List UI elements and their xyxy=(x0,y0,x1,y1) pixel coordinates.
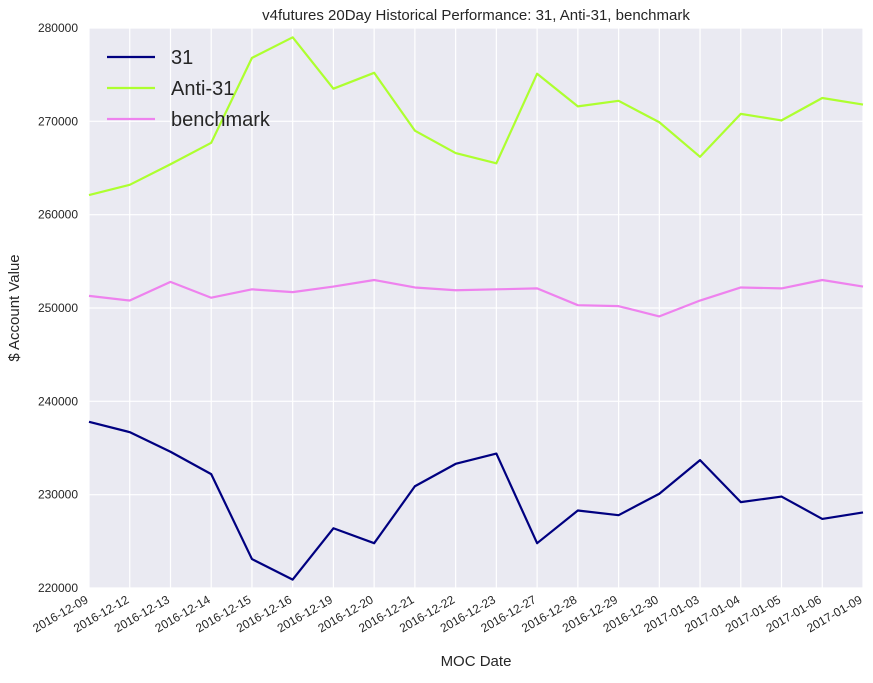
legend-label-1: Anti-31 xyxy=(171,78,234,100)
y-tick-label-5: 270000 xyxy=(38,114,78,128)
series-line-2 xyxy=(88,278,864,318)
y-tick-label-2: 240000 xyxy=(38,394,78,408)
series-line-1 xyxy=(88,36,864,197)
legend-label-0: 31 xyxy=(171,47,193,69)
y-axis-title: $ Account Value xyxy=(6,254,23,361)
y-axis-ticks: 220000 230000 240000 250000 260000 270000 2800… xyxy=(38,21,78,595)
y-tick-label-6: 280000 xyxy=(38,21,78,35)
legend-label-2: benchmark xyxy=(171,109,271,131)
series-lines xyxy=(88,36,864,581)
y-tick-label-4: 260000 xyxy=(38,208,78,222)
y-tick-label-3: 250000 xyxy=(38,301,78,315)
y-tick-label-1: 230000 xyxy=(38,488,78,502)
grid-lines xyxy=(88,27,864,589)
y-tick-label-0: 220000 xyxy=(38,581,78,595)
series-line-0 xyxy=(88,420,864,581)
x-axis-ticks: 2016-12-092016-12-122016-12-132016-12-14… xyxy=(30,592,864,635)
legend: 31 Anti-31 benchmark xyxy=(107,47,271,131)
chart-title: v4futures 20Day Historical Performance: … xyxy=(262,7,690,24)
x-axis-title: MOC Date xyxy=(441,653,512,670)
